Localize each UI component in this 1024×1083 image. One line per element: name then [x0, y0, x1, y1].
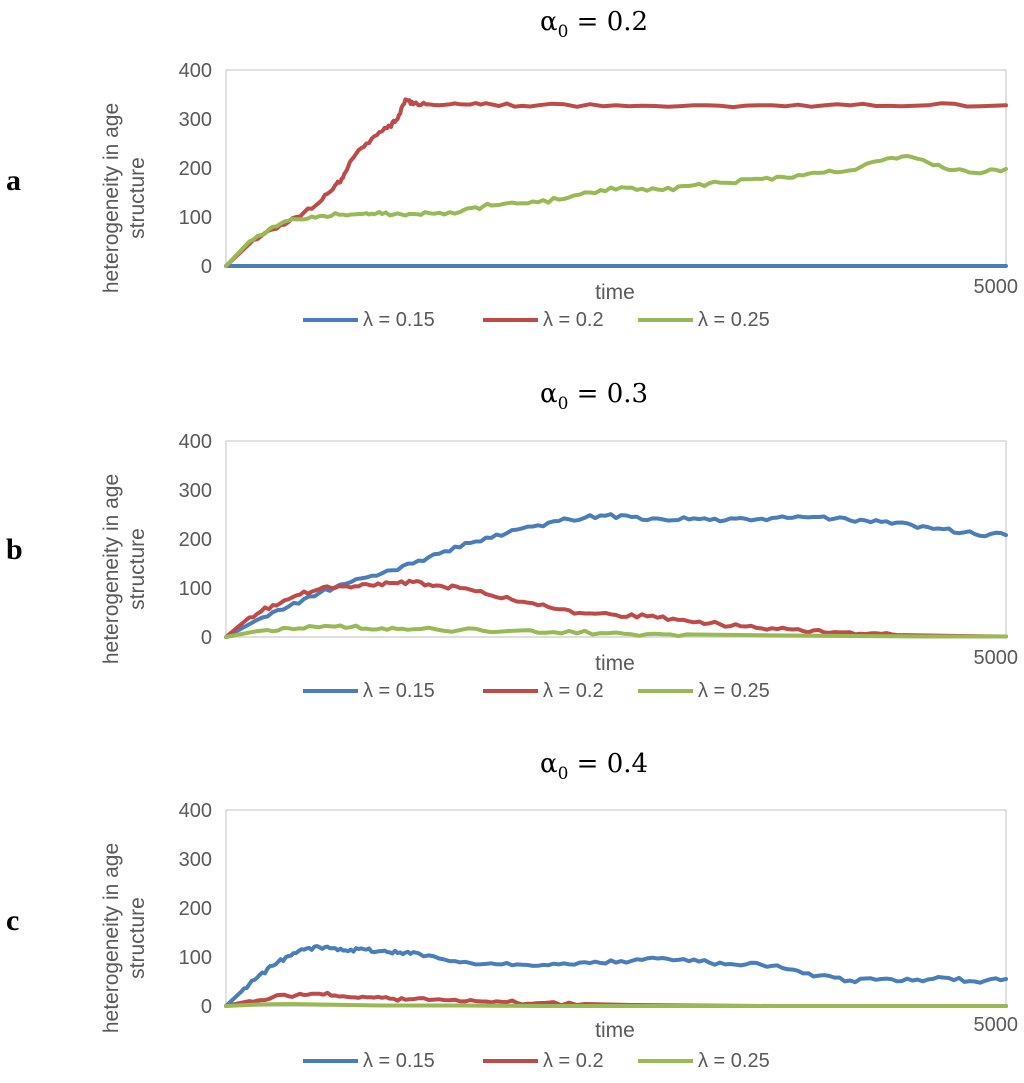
legend-entry: λ = 0.25	[698, 1050, 770, 1072]
plot-area	[225, 809, 1007, 1007]
series-line	[224, 97, 1008, 268]
y-tick-label: 0	[201, 627, 212, 649]
panel-letter: c	[6, 904, 19, 937]
x-tick-label: 5000	[974, 1014, 1019, 1036]
x-axis-label: time	[595, 652, 635, 675]
legend-entry: λ = 0.15	[363, 1050, 435, 1072]
chart-title-subscript: 0	[558, 22, 569, 42]
panel-letter: a	[6, 164, 21, 197]
plot-area	[225, 440, 1007, 638]
legend-entry: λ = 0.25	[698, 680, 770, 702]
y-tick-label: 100	[179, 207, 212, 229]
chart-title-subscript: 0	[558, 764, 569, 784]
chart-title: α0 = 0.4	[540, 749, 648, 784]
chart-title: α0 = 0.3	[540, 379, 648, 414]
y-axis-label-line: heterogeneity in age	[100, 474, 123, 664]
y-tick-label: 0	[201, 256, 212, 278]
legend-entry: λ = 0.2	[543, 680, 604, 702]
x-tick-label: 5000	[974, 276, 1019, 298]
chart-title-subscript: 0	[558, 394, 569, 414]
y-tick-label: 400	[179, 431, 212, 453]
y-tick-label: 300	[179, 109, 212, 131]
y-axis-label-line: heterogeneity in age	[100, 843, 123, 1033]
chart-title-value: = 0.2	[568, 7, 648, 37]
series-line	[224, 944, 1008, 1008]
y-axis-label-line: heterogeneity in age	[100, 103, 123, 293]
y-tick-label: 400	[179, 800, 212, 822]
y-axis-label-line: structure	[126, 528, 149, 610]
y-axis-label: heterogeneity in age structure	[100, 843, 149, 1033]
legend-entry: λ = 0.25	[698, 309, 770, 331]
series-line	[224, 990, 1008, 1008]
series-line	[224, 512, 1008, 639]
y-tick-label: 400	[179, 60, 212, 82]
y-tick-label: 100	[179, 947, 212, 969]
y-tick-label: 200	[179, 529, 212, 551]
panel-letter: b	[6, 533, 23, 566]
y-tick-label: 200	[179, 158, 212, 180]
chart-title-symbol: α	[540, 7, 558, 37]
series-line	[224, 1002, 1008, 1008]
chart-title-value: = 0.4	[568, 749, 648, 779]
plot-area	[225, 69, 1007, 267]
legend-entry: λ = 0.2	[543, 1050, 604, 1072]
y-axis-label-line: structure	[126, 157, 149, 239]
series-line	[224, 623, 1008, 639]
y-axis-label-line: structure	[126, 897, 149, 979]
y-tick-label: 300	[179, 849, 212, 871]
x-axis-label: time	[595, 281, 635, 304]
y-tick-label: 200	[179, 898, 212, 920]
y-axis-label: heterogeneity in age structure	[100, 474, 149, 664]
series-line	[224, 578, 1008, 639]
x-tick-label: 5000	[974, 647, 1019, 669]
chart-title: α0 = 0.2	[540, 7, 648, 42]
chart-title-symbol: α	[540, 379, 558, 409]
y-tick-label: 300	[179, 480, 212, 502]
y-tick-label: 0	[201, 996, 212, 1018]
y-tick-label: 100	[179, 578, 212, 600]
chart-title-symbol: α	[540, 749, 558, 779]
legend-entry: λ = 0.15	[363, 680, 435, 702]
x-axis-label: time	[595, 1019, 635, 1042]
legend-entry: λ = 0.15	[363, 309, 435, 331]
legend-entry: λ = 0.2	[543, 309, 604, 331]
y-axis-label: heterogeneity in age structure	[100, 103, 149, 293]
series-line	[224, 154, 1008, 268]
chart-title-value: = 0.3	[568, 379, 648, 409]
